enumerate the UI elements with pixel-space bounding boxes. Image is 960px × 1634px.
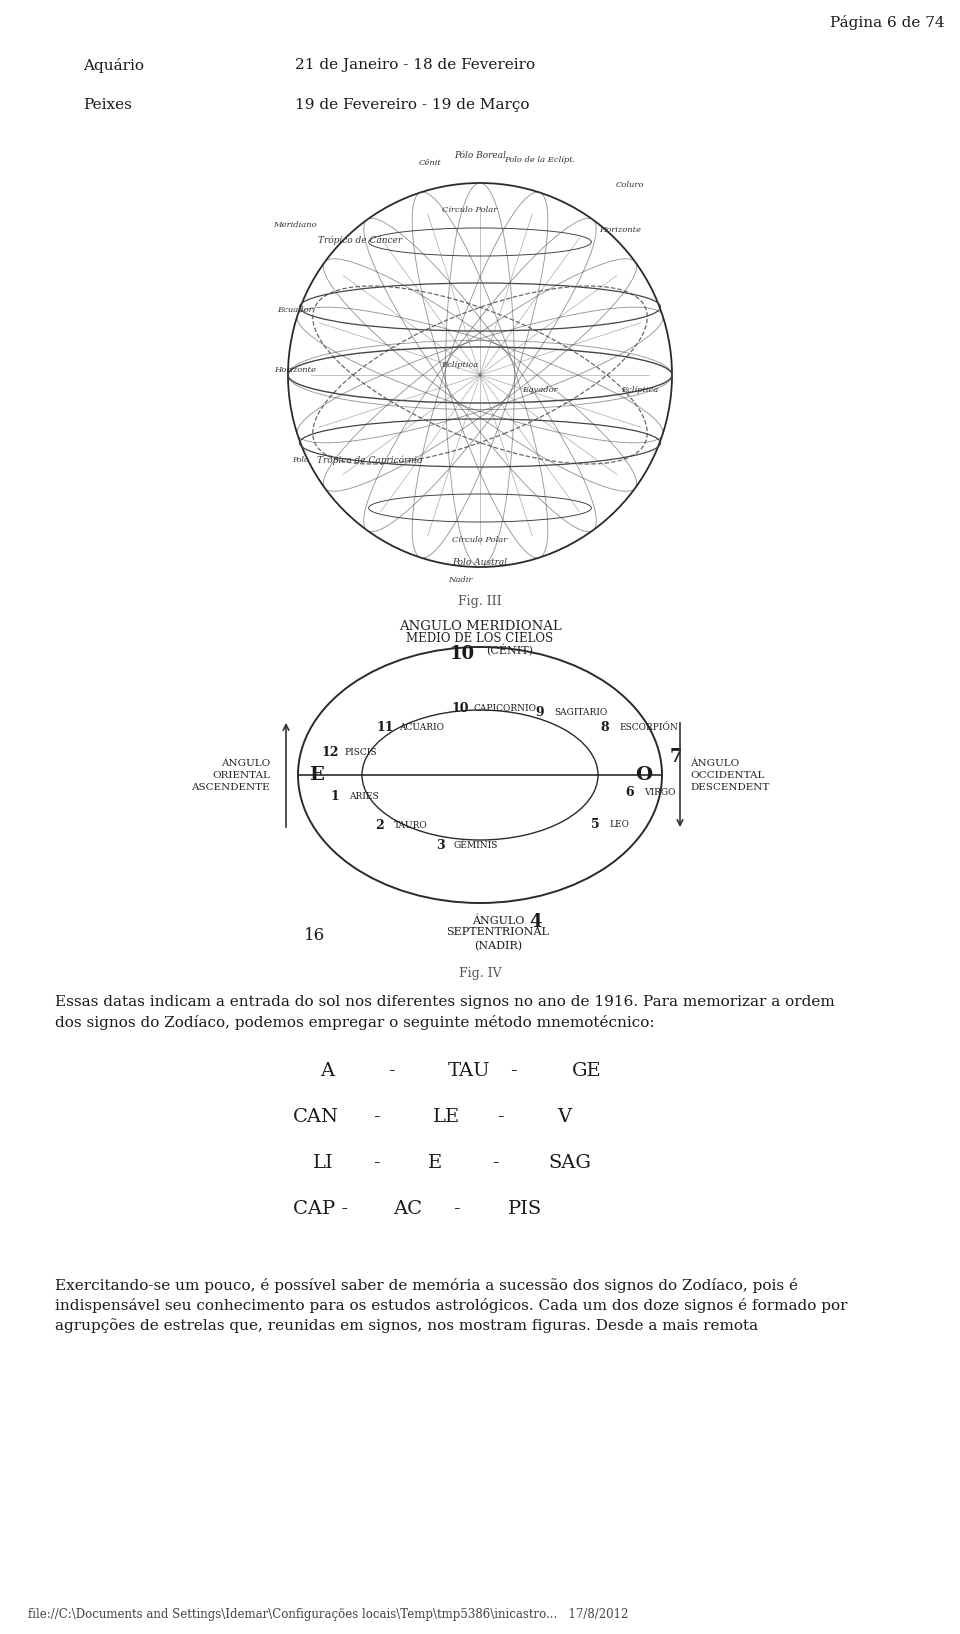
Text: A: A bbox=[320, 1062, 334, 1080]
Text: E: E bbox=[428, 1154, 443, 1172]
Text: ANGULO MERIDIONAL: ANGULO MERIDIONAL bbox=[398, 619, 562, 632]
Text: 12: 12 bbox=[322, 747, 339, 760]
Text: 1: 1 bbox=[330, 789, 340, 802]
Text: 21 de Janeiro - 18 de Fevereiro: 21 de Janeiro - 18 de Fevereiro bbox=[295, 57, 535, 72]
Text: CAPICORNIO: CAPICORNIO bbox=[474, 704, 537, 712]
Text: 9: 9 bbox=[536, 706, 544, 719]
Text: Polo de la Eclípt.: Polo de la Eclípt. bbox=[504, 155, 576, 163]
Text: Página 6 de 74: Página 6 de 74 bbox=[830, 15, 945, 29]
Text: Horizonte: Horizonte bbox=[274, 366, 316, 374]
Text: Eqvador: Eqvador bbox=[522, 386, 558, 394]
Text: Cênit: Cênit bbox=[419, 158, 442, 167]
Text: E: E bbox=[308, 766, 324, 784]
Text: LEO: LEO bbox=[609, 820, 629, 828]
Text: -: - bbox=[453, 1199, 460, 1217]
Text: Trópico de Capricórnio: Trópico de Capricórnio bbox=[318, 456, 422, 464]
Text: (CÉNIT): (CÉNIT) bbox=[487, 644, 534, 657]
Text: TAURO: TAURO bbox=[394, 820, 428, 830]
Text: O: O bbox=[636, 766, 653, 784]
Text: Círculo Polar: Círculo Polar bbox=[452, 536, 508, 544]
Text: Essas datas indicam a entrada do sol nos diferentes signos no ano de 1916. Para : Essas datas indicam a entrada do sol nos… bbox=[55, 995, 835, 1010]
Text: Trópico de Câncer: Trópico de Câncer bbox=[318, 235, 402, 245]
Text: Eclíptica: Eclíptica bbox=[442, 361, 479, 369]
Text: -: - bbox=[497, 1108, 504, 1126]
Text: -: - bbox=[492, 1154, 498, 1172]
Text: MEDIO DE LOS CIELOS: MEDIO DE LOS CIELOS bbox=[406, 632, 554, 645]
Text: -: - bbox=[373, 1154, 379, 1172]
Text: indispensável seu conhecimento para os estudos astrológicos. Cada um dos doze si: indispensável seu conhecimento para os e… bbox=[55, 1297, 848, 1314]
Text: PIS: PIS bbox=[508, 1199, 542, 1217]
Text: VIRGO: VIRGO bbox=[644, 788, 676, 797]
Text: Polo: Polo bbox=[292, 456, 308, 464]
Text: 4: 4 bbox=[529, 913, 541, 931]
Text: LI: LI bbox=[313, 1154, 334, 1172]
Text: agrupções de estrelas que, reunidas em signos, nos mostram figuras. Desde a mais: agrupções de estrelas que, reunidas em s… bbox=[55, 1319, 758, 1333]
Text: ÁNGULO: ÁNGULO bbox=[690, 758, 739, 768]
Text: Ecuador: Ecuador bbox=[277, 306, 313, 314]
Text: SAGITARIO: SAGITARIO bbox=[554, 708, 608, 716]
Text: 2: 2 bbox=[375, 819, 384, 832]
Text: Nadir: Nadir bbox=[447, 577, 472, 583]
Text: Horizonte: Horizonte bbox=[599, 225, 641, 234]
Text: GÉMINIS: GÉMINIS bbox=[454, 840, 498, 850]
Text: Aquário: Aquário bbox=[83, 57, 144, 74]
Text: Eclíptica: Eclíptica bbox=[621, 386, 659, 394]
Text: Fig. IV: Fig. IV bbox=[459, 967, 501, 980]
Text: -: - bbox=[388, 1062, 395, 1080]
Text: Coluro: Coluro bbox=[615, 181, 644, 190]
Text: 10: 10 bbox=[449, 645, 474, 663]
Text: V: V bbox=[557, 1108, 571, 1126]
Text: Pólo Boreal: Pólo Boreal bbox=[454, 150, 506, 160]
Text: -: - bbox=[510, 1062, 516, 1080]
Text: Polo Austral: Polo Austral bbox=[452, 557, 508, 567]
Text: AC: AC bbox=[393, 1199, 422, 1217]
Text: ÁNGULO: ÁNGULO bbox=[471, 915, 524, 925]
Text: 16: 16 bbox=[304, 926, 325, 944]
Text: OCCIDENTAL: OCCIDENTAL bbox=[690, 771, 764, 779]
Text: 6: 6 bbox=[626, 786, 635, 799]
Text: 19 de Fevereiro - 19 de Março: 19 de Fevereiro - 19 de Março bbox=[295, 98, 530, 113]
Text: ÁNGULO: ÁNGULO bbox=[221, 758, 270, 768]
Text: ASCENDENTE: ASCENDENTE bbox=[191, 783, 270, 791]
Text: Círculo Polar: Círculo Polar bbox=[443, 206, 497, 214]
Text: CAP -: CAP - bbox=[293, 1199, 348, 1217]
Text: Meridiano: Meridiano bbox=[274, 221, 317, 229]
Text: TAU: TAU bbox=[448, 1062, 491, 1080]
Text: file://C:\Documents and Settings\Idemar\Configurações locais\Temp\tmp5386\inicas: file://C:\Documents and Settings\Idemar\… bbox=[28, 1608, 629, 1621]
Text: ACUARIO: ACUARIO bbox=[399, 722, 444, 732]
Text: DESCENDENT: DESCENDENT bbox=[690, 783, 769, 791]
Text: (NADIR): (NADIR) bbox=[474, 941, 522, 951]
Text: Peixes: Peixes bbox=[83, 98, 132, 113]
Text: 10: 10 bbox=[451, 703, 468, 716]
Text: -: - bbox=[373, 1108, 379, 1126]
Text: Fig. III: Fig. III bbox=[458, 595, 502, 608]
Text: 3: 3 bbox=[436, 838, 444, 851]
Text: GE: GE bbox=[572, 1062, 602, 1080]
Text: PISCIS: PISCIS bbox=[344, 748, 376, 757]
Text: ORIENTAL: ORIENTAL bbox=[212, 771, 270, 779]
Text: ARIES: ARIES bbox=[349, 791, 378, 801]
Text: Exercitando-se um pouco, é possível saber de memória a sucessão dos signos do Zo: Exercitando-se um pouco, é possível sabe… bbox=[55, 1278, 798, 1292]
Text: SEPTENTRIONAL: SEPTENTRIONAL bbox=[446, 926, 549, 936]
Text: SAG: SAG bbox=[548, 1154, 590, 1172]
Text: 11: 11 bbox=[376, 721, 394, 734]
Text: ESCORPIÓN: ESCORPIÓN bbox=[619, 722, 678, 732]
Text: 5: 5 bbox=[590, 817, 599, 830]
Text: LE: LE bbox=[433, 1108, 460, 1126]
Text: 7: 7 bbox=[670, 748, 683, 766]
Text: dos signos do Zodíaco, podemos empregar o seguinte método mnemotécnico:: dos signos do Zodíaco, podemos empregar … bbox=[55, 1015, 655, 1029]
Text: CAN: CAN bbox=[293, 1108, 339, 1126]
Text: 8: 8 bbox=[601, 721, 610, 734]
